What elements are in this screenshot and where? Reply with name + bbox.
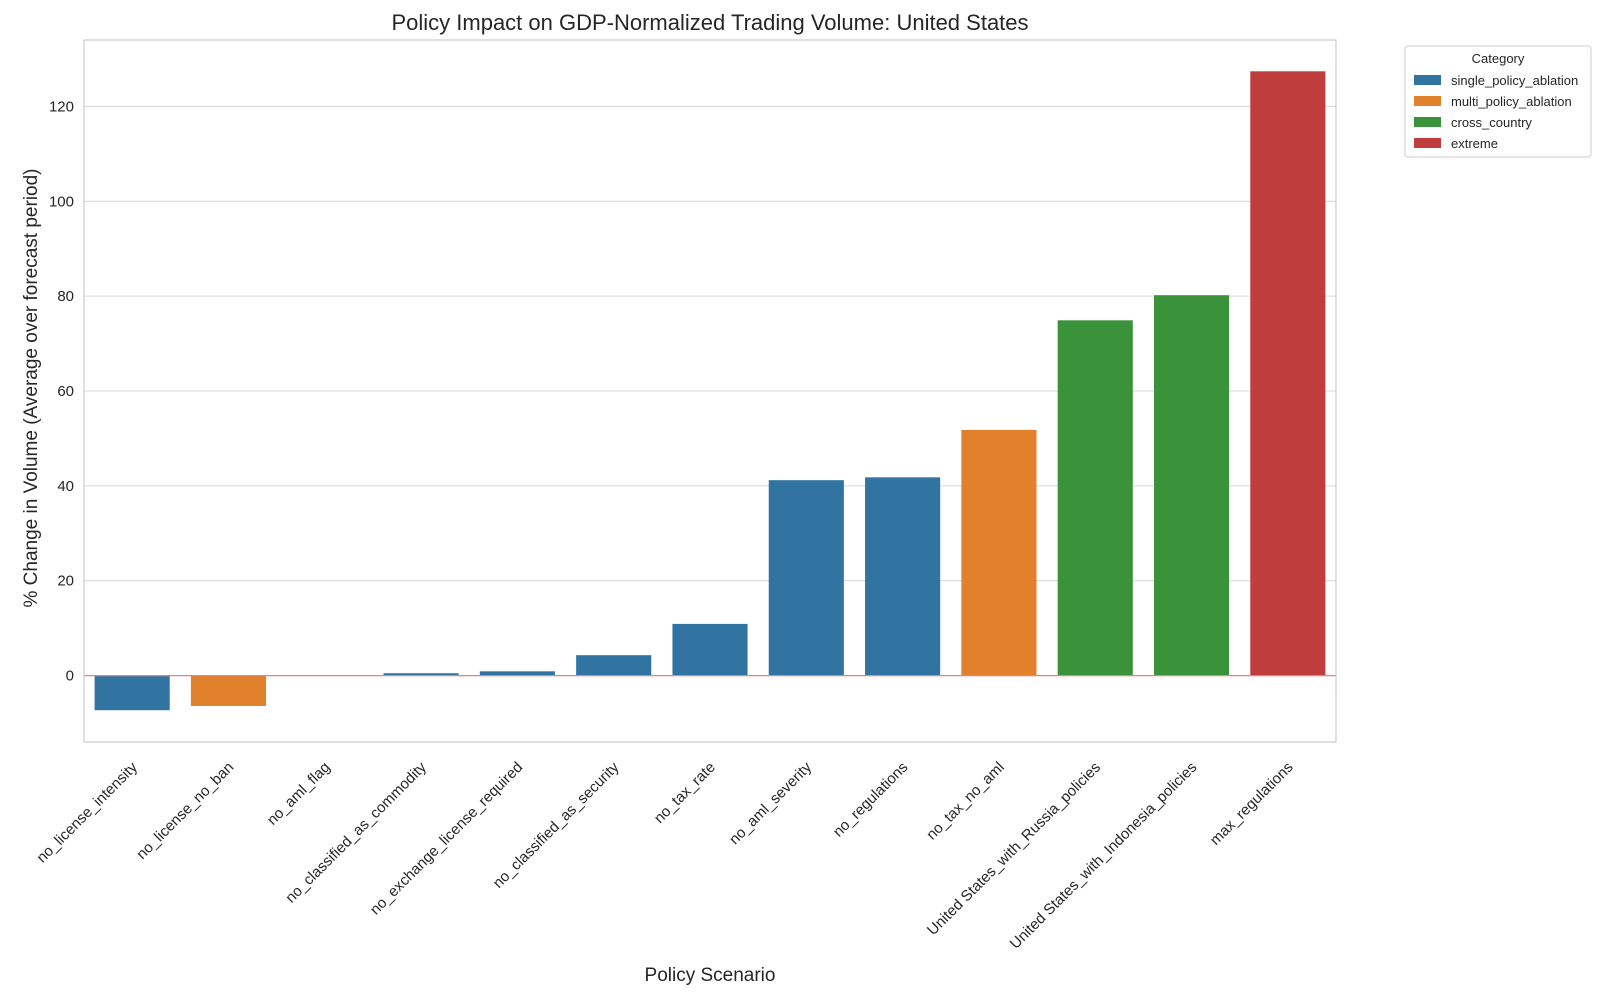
x-tick-label: no_license_intensity — [33, 758, 141, 866]
legend-swatch-extreme — [1414, 138, 1441, 148]
bar-no_aml_severity — [768, 480, 844, 676]
chart-title: Policy Impact on GDP-Normalized Trading … — [391, 10, 1028, 35]
legend-label-multi_policy_ablation: multi_policy_ablation — [1451, 94, 1572, 109]
x-tick-label: no_tax_no_aml — [923, 759, 1008, 844]
x-tick-label: United States_with_Russia_policies — [924, 759, 1104, 939]
bar-no_license_intensity — [94, 675, 170, 711]
grid-lines — [84, 105, 1336, 677]
x-tick-label: max_regulations — [1207, 759, 1297, 849]
y-tick-label: 60 — [57, 383, 74, 400]
legend: Category single_policy_ablation multi_pol… — [1404, 45, 1592, 158]
y-tick-label: 120 — [49, 98, 74, 115]
legend-swatch-single_policy_ablation — [1414, 75, 1441, 85]
x-tick-label: United States_with_Indonesia_policies — [1007, 759, 1201, 953]
bar-max_regulations — [1250, 71, 1326, 676]
x-tick-label: no_license_no_ban — [133, 759, 237, 863]
y-tick-label: 0 — [66, 668, 74, 685]
x-tick-label: no_exchange_license_required — [367, 759, 526, 918]
bar-no_tax_no_aml — [961, 429, 1037, 676]
y-tick-label: 40 — [57, 478, 74, 495]
legend-title: Category — [1472, 51, 1525, 66]
legend-label-cross_country: cross_country — [1451, 115, 1532, 130]
y-axis-title: % Change in Volume (Average over forecas… — [21, 168, 42, 607]
bar-no_classified_as_security — [576, 655, 652, 676]
x-tick-label: no_aml_severity — [726, 758, 816, 848]
x-tick-label: no_aml_flag — [264, 759, 334, 829]
bar-no_regulations — [865, 477, 941, 676]
legend-items: single_policy_ablation multi_policy_ablat… — [1414, 73, 1578, 151]
bars — [94, 71, 1326, 711]
legend-label-extreme: extreme — [1451, 136, 1498, 151]
y-tick-label: 80 — [57, 288, 74, 305]
bar-United States_with_Indonesia_policies — [1153, 295, 1230, 676]
bar-United States_with_Russia_policies — [1057, 320, 1133, 676]
plot-frame — [83, 39, 1337, 743]
bar-no_license_no_ban — [190, 675, 267, 706]
y-tick-labels: 0 20 40 60 80 100 120 — [49, 98, 74, 684]
legend-swatch-cross_country — [1414, 117, 1441, 127]
y-tick-label: 20 — [57, 573, 74, 590]
y-tick-label: 100 — [49, 193, 74, 210]
legend-swatch-multi_policy_ablation — [1414, 96, 1441, 106]
x-tick-label: no_tax_rate — [651, 759, 719, 827]
bar-no_classified_as_commodity — [383, 673, 459, 676]
legend-frame — [1404, 45, 1592, 158]
x-tick-label: no_regulations — [830, 759, 912, 841]
bar-no_exchange_license_required — [479, 671, 555, 676]
x-axis-title: Policy Scenario — [645, 965, 776, 986]
bar-no_tax_rate — [672, 623, 748, 676]
legend-label-single_policy_ablation: single_policy_ablation — [1451, 73, 1578, 88]
